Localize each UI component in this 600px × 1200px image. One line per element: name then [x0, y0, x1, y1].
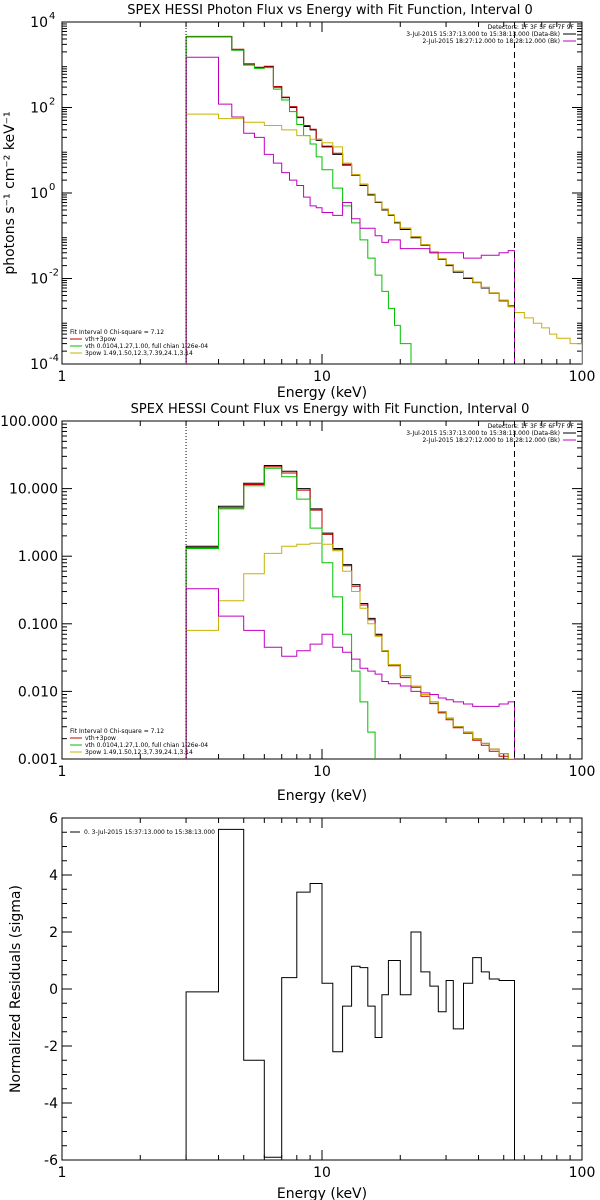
- fit-legend: Fit Interval 0 Chi-square = 7.12 vth+3po…: [70, 329, 208, 357]
- y-tick-label: 1.000: [18, 549, 58, 565]
- series-line-3: [185, 113, 582, 364]
- y-tick-label: 10: [30, 15, 48, 31]
- series-line-2: [185, 467, 376, 759]
- series-line-2: [185, 36, 412, 364]
- y-tick-exponent: -4: [49, 353, 59, 364]
- series-line-4: [185, 56, 515, 364]
- y-tick-exponent: -2: [49, 268, 59, 279]
- y-tick-label: 0.100: [18, 617, 58, 633]
- series-line-3: [185, 542, 515, 759]
- y-tick-label: 100.000: [0, 414, 58, 430]
- y-tick-label: 10: [30, 272, 48, 288]
- y-tick-label: 0: [49, 982, 58, 998]
- axis-ticks: 1 10 100 0.001 0.010 0.100 1.000 10.000 100.000: [0, 414, 595, 780]
- x-tick-label: 1: [58, 1165, 67, 1181]
- series-line-0: [185, 465, 515, 759]
- x-tick-label: 1: [58, 764, 67, 780]
- series-line-0: [185, 828, 515, 1160]
- series-line-1: [185, 35, 515, 364]
- legend-item: 0. 3-Jul-2015 15:37:13.000 to 15:38:13.0…: [84, 829, 215, 836]
- fit-legend-item: vth 0.0104,1.27,1.00, full chian 1.26e-0…: [85, 343, 208, 350]
- y-tick-label: -2: [44, 1039, 58, 1055]
- series-group: [185, 421, 515, 759]
- panel-residuals: 1 10 100 -6 -4 -2 0 2 4 6 0. 3-Jul-2015 15:37:13.…: [8, 811, 595, 1200]
- y-tick-exponent: 2: [49, 97, 55, 108]
- y-tick-label: 4: [49, 868, 58, 884]
- plot-frame: [61, 817, 583, 1161]
- x-tick-label: 10: [313, 764, 331, 780]
- data-series: [185, 22, 582, 364]
- data-series: [185, 421, 515, 759]
- chart-title: SPEX HESSI Count Flux vs Energy with Fit…: [131, 402, 530, 417]
- y-tick-label: 0.010: [18, 684, 58, 700]
- legend: Detectors: 1F 3F 5F 6F 7F 9F 3-Jul-2015 …: [406, 423, 576, 444]
- panel-photon-flux: SPEX HESSI Photon Flux vs Energy with Fi…: [2, 3, 595, 401]
- fit-legend-item: vth+3pow: [85, 336, 116, 343]
- series-line-1: [185, 466, 509, 759]
- x-tick-label: 1: [58, 369, 67, 385]
- fit-info: Fit Interval 0 Chi-square = 7.12: [70, 728, 164, 735]
- x-axis-label: Energy (keV): [277, 385, 367, 401]
- plot-frame: [61, 21, 583, 365]
- x-axis-label: Energy (keV): [277, 788, 367, 804]
- y-tick-label: 0.001: [18, 752, 58, 768]
- y-axis-label: photons s⁻¹ cm⁻² keV⁻¹: [2, 111, 18, 274]
- series-group: [185, 22, 582, 364]
- y-tick-label: 10: [30, 186, 48, 202]
- x-tick-label: 10: [313, 1165, 331, 1181]
- fit-legend: Fit Interval 0 Chi-square = 7.12 vth+3po…: [70, 728, 208, 756]
- series-group: [185, 828, 515, 1160]
- y-tick-label: 10.000: [9, 482, 58, 498]
- legend-header: Detectors: 1F 3F 5F 6F 7F 9F: [488, 423, 575, 430]
- y-tick-label: 2: [49, 925, 58, 941]
- y-tick-label: 10: [30, 357, 48, 373]
- legend-item-bk: 2-Jul-2015 18:27:12.000 to 18:28:12.000 …: [422, 437, 560, 444]
- y-tick-label: -4: [44, 1096, 58, 1112]
- x-tick-label: 100: [569, 764, 596, 780]
- y-tick-label: 6: [49, 811, 58, 827]
- y-tick-exponent: 4: [49, 11, 55, 22]
- y-tick-label: -6: [44, 1153, 58, 1169]
- chart-title: SPEX HESSI Photon Flux vs Energy with Fi…: [127, 3, 533, 18]
- legend: Detectors: 1F 3F 5F 6F 7F 9F 3-Jul-2015 …: [406, 24, 576, 45]
- fit-legend-item: 3pow 1.49,1.50,12.3,7.39,24.1,3.14: [85, 350, 193, 357]
- fit-legend-item: vth 0.0104,1.27,1.00, full chian 1.26e-0…: [85, 742, 208, 749]
- x-tick-label: 10: [313, 369, 331, 385]
- panel-count-flux: SPEX HESSI Count Flux vs Energy with Fit…: [0, 402, 595, 804]
- legend-item-bk: 2-Jul-2015 18:27:12.000 to 18:28:12.000 …: [422, 38, 560, 45]
- x-tick-label: 100: [569, 369, 596, 385]
- axis-ticks: 1 10 100 -6 -4 -2 0 2 4 6: [44, 811, 595, 1181]
- fit-info: Fit Interval 0 Chi-square = 7.12: [70, 329, 164, 336]
- fit-legend-item: 3pow 1.49,1.50,12.3,7.39,24.1,3.14: [85, 749, 193, 756]
- x-tick-label: 100: [569, 1165, 596, 1181]
- legend: 0. 3-Jul-2015 15:37:13.000 to 15:38:13.0…: [70, 829, 215, 836]
- legend-header: Detectors: 1F 3F 5F 6F 7F 9F: [488, 24, 575, 31]
- legend-item-data: 3-Jul-2015 15:37:13.000 to 15:38:13.000 …: [406, 430, 560, 437]
- data-series: [185, 828, 515, 1160]
- legend-item-data: 3-Jul-2015 15:37:13.000 to 15:38:13.000 …: [406, 31, 560, 38]
- y-tick-label: 10: [30, 101, 48, 117]
- series-line-4: [185, 588, 515, 759]
- y-axis-label: Normalized Residuals (sigma): [8, 885, 24, 1093]
- y-tick-exponent: 0: [49, 182, 55, 193]
- series-line-0: [185, 36, 515, 364]
- plot-frame: [61, 420, 583, 760]
- x-axis-label: Energy (keV): [277, 1186, 367, 1200]
- fit-legend-item: vth+3pow: [85, 735, 116, 742]
